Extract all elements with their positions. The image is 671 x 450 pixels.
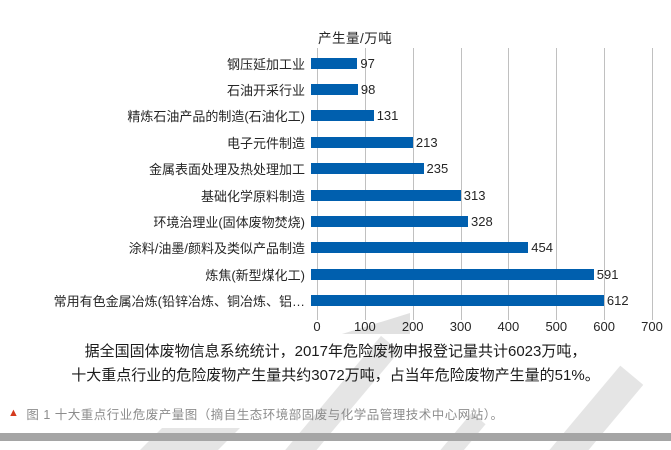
bar-rows: 钢压延加工业 97 石油开采行业 98 精炼石油产品的制造(石油化工) 131 电子元件制造… [0, 50, 671, 314]
figure-caption-text: 图 1 十大重点行业危废产量图（摘自生态环境部固废与化学品管理技术中心网站）。 [26, 408, 504, 422]
x-axis: 0 100 200 300 400 500 600 700 [313, 319, 662, 335]
bar-row: 金属表面处理及热处理加工 235 [0, 156, 671, 182]
x-tick-label: 200 [401, 319, 424, 334]
value-label: 97 [360, 55, 375, 71]
value-label: 213 [415, 134, 438, 150]
bar-chart: 产生量/万吨 钢压延加工业 97 石油开采行业 98 精炼石油产品的制造(石油化工) 13… [0, 31, 671, 335]
bar-row: 基础化学原料制造 313 [0, 182, 671, 208]
chart-title: 产生量/万吨 [318, 31, 393, 46]
bar [311, 216, 468, 228]
bar-track: 612 [311, 288, 665, 314]
gridline [412, 48, 414, 320]
bar-row: 炼焦(新型煤化工) 591 [0, 261, 671, 287]
value-label: 131 [376, 108, 399, 124]
x-tick-label: 0 [313, 319, 321, 334]
category-label: 精炼石油产品的制造(石油化工) [127, 109, 305, 125]
bar-row: 环境治理业(固体废物焚烧) 328 [0, 208, 671, 234]
gridline [556, 48, 558, 320]
x-tick-label: 600 [593, 319, 615, 334]
gridline [652, 48, 653, 320]
category-label: 电子元件制造 [226, 135, 305, 151]
bar [311, 295, 604, 307]
value-label: 98 [360, 82, 376, 98]
bar [311, 242, 529, 254]
bar-track: 131 [311, 103, 665, 129]
bar-row: 常用有色金属冶炼(铅锌冶炼、铜冶炼、铝… 612 [0, 288, 671, 314]
bar [311, 189, 461, 201]
triangle-marker-icon: ▲ [8, 407, 20, 419]
gridline [604, 48, 606, 320]
category-label: 钢压延加工业 [226, 56, 305, 72]
x-tick-label: 100 [354, 319, 376, 334]
x-tick-label: 700 [641, 319, 663, 334]
gridline [317, 48, 318, 320]
plot-gridlines [317, 48, 653, 320]
category-label: 涂料/油墨/颜料及类似产品制造 [128, 241, 305, 257]
category-label: 炼焦(新型煤化工) [205, 267, 305, 283]
gridline [508, 48, 510, 320]
description-line-1: 据全国固体废物信息系统统计，2017年危险废物申报登记量共计6023万吨， [84, 343, 587, 360]
category-label: 石油开采行业 [226, 83, 305, 99]
bar-row: 精炼石油产品的制造(石油化工) 131 [0, 103, 671, 129]
bar-track: 98 [311, 76, 665, 102]
bar-row: 钢压延加工业 97 [0, 50, 671, 76]
category-label: 环境治理业(固体废物焚烧) [153, 215, 305, 231]
bar-track: 213 [311, 129, 665, 155]
bar [311, 57, 358, 69]
gridline [364, 48, 366, 320]
description-text: 据全国固体废物信息系统统计，2017年危险废物申报登记量共计6023万吨， 十大… [0, 340, 671, 388]
bar-track: 454 [311, 235, 665, 261]
gridline [460, 48, 462, 320]
bottom-divider-bar [0, 433, 671, 441]
bar [311, 163, 424, 175]
bar-track: 235 [311, 156, 665, 182]
category-label: 基础化学原料制造 [200, 188, 305, 204]
bar-track: 328 [311, 208, 665, 234]
bar-track: 97 [311, 50, 665, 76]
value-label: 235 [426, 161, 449, 177]
value-label: 313 [463, 187, 486, 203]
bar-track: 591 [311, 261, 665, 287]
bar-row: 涂料/油墨/颜料及类似产品制造 454 [0, 235, 671, 261]
category-label: 常用有色金属冶炼(铅锌冶炼、铜冶炼、铝… [53, 294, 305, 310]
x-tick-label: 300 [449, 319, 472, 334]
value-label: 328 [471, 214, 493, 230]
value-label: 454 [531, 240, 553, 256]
bar [311, 110, 374, 122]
bar [311, 136, 413, 148]
x-tick-label: 500 [545, 319, 568, 334]
figure-caption: ▲ 图 1 十大重点行业危废产量图（摘自生态环境部固废与化学品管理技术中心网站）… [8, 404, 504, 423]
value-label: 591 [596, 266, 619, 282]
bar-row: 电子元件制造 213 [0, 129, 671, 155]
category-label: 金属表面处理及热处理加工 [148, 162, 305, 178]
bar-row: 石油开采行业 98 [0, 76, 671, 102]
bar [311, 84, 358, 96]
bar [311, 268, 594, 280]
bar-track: 313 [311, 182, 665, 208]
x-tick-label: 400 [497, 319, 520, 334]
description-line-2: 十大重点行业的危险废物产生量共约3072万吨，占当年危险废物产生量的51%。 [71, 367, 600, 384]
value-label: 612 [606, 293, 629, 309]
